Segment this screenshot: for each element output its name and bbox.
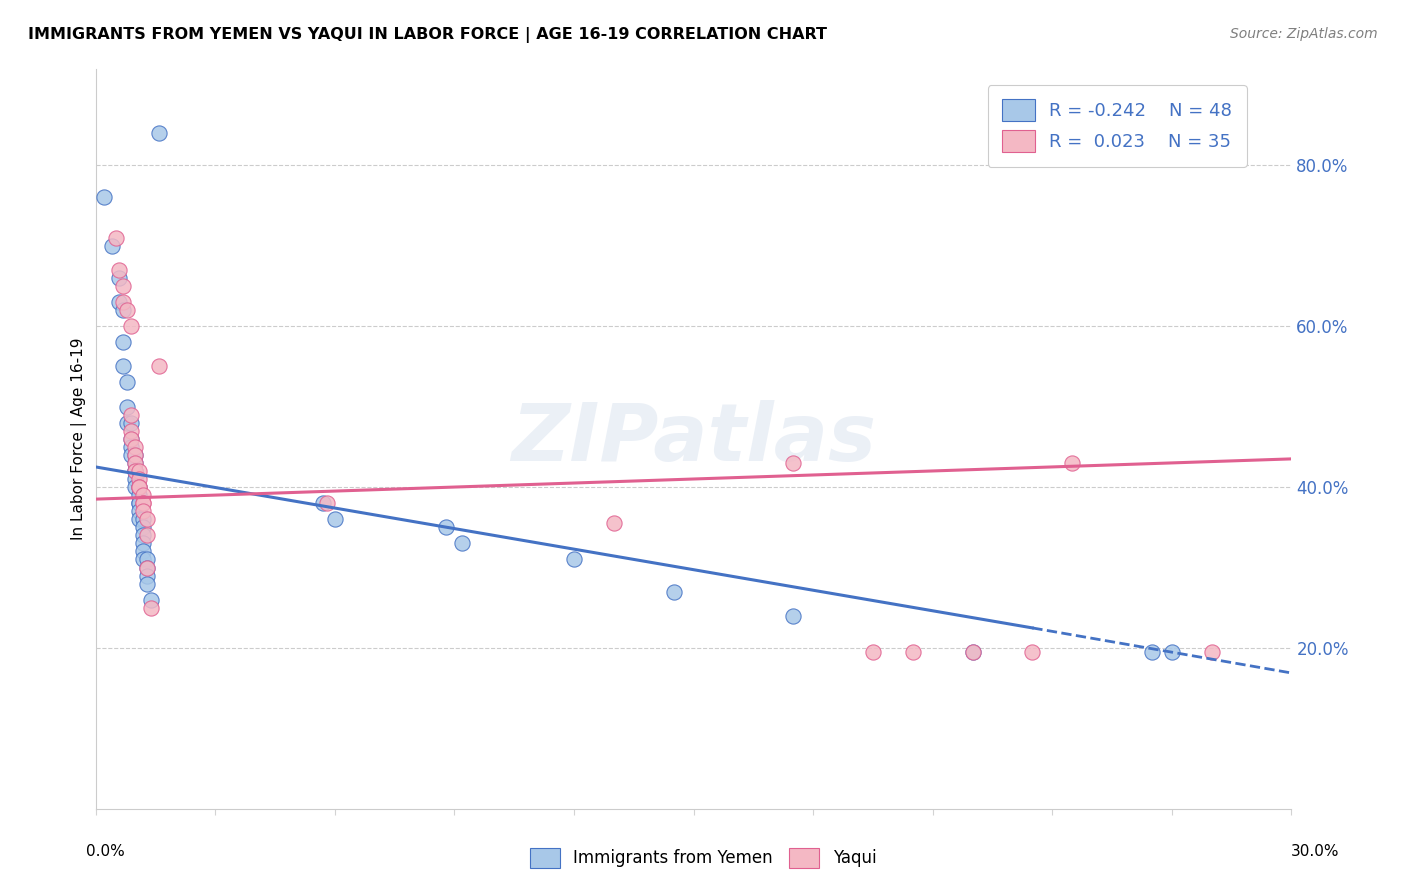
Point [124, 464, 146, 478]
Point [124, 448, 146, 462]
Point [141, 600, 163, 615]
Point [315, 496, 337, 510]
Point [1062, 456, 1084, 470]
Point [451, 536, 474, 550]
Point [100, 238, 122, 252]
Point [120, 440, 142, 454]
Point [124, 464, 146, 478]
Legend: Immigrants from Yemen, Yaqui: Immigrants from Yemen, Yaqui [523, 841, 883, 875]
Point [112, 359, 135, 374]
Point [120, 424, 142, 438]
Point [132, 536, 155, 550]
Point [124, 480, 146, 494]
Point [112, 294, 135, 309]
Point [136, 568, 159, 582]
Point [1201, 645, 1223, 659]
Point [128, 480, 150, 494]
Point [782, 608, 804, 623]
Point [124, 472, 146, 486]
Point [132, 496, 155, 510]
Point [128, 472, 150, 486]
Point [1140, 645, 1163, 659]
Point [148, 359, 170, 374]
Point [124, 440, 146, 454]
Point [120, 408, 142, 422]
Point [112, 335, 135, 350]
Point [132, 528, 155, 542]
Point [141, 592, 163, 607]
Point [132, 552, 155, 566]
Point [132, 544, 155, 558]
Point [136, 576, 159, 591]
Point [662, 584, 685, 599]
Point [128, 496, 150, 510]
Point [132, 512, 155, 526]
Point [117, 376, 139, 390]
Point [108, 294, 131, 309]
Point [128, 512, 150, 526]
Point [128, 504, 150, 518]
Point [120, 432, 142, 446]
Point [128, 480, 150, 494]
Point [312, 496, 335, 510]
Point [136, 560, 159, 574]
Point [104, 230, 127, 244]
Point [120, 448, 142, 462]
Point [136, 552, 159, 566]
Text: ZIPatlas: ZIPatlas [510, 400, 876, 478]
Point [562, 552, 585, 566]
Point [128, 488, 150, 502]
Text: IMMIGRANTS FROM YEMEN VS YAQUI IN LABOR FORCE | AGE 16-19 CORRELATION CHART: IMMIGRANTS FROM YEMEN VS YAQUI IN LABOR … [28, 27, 827, 43]
Point [962, 645, 984, 659]
Point [862, 645, 884, 659]
Point [93, 190, 115, 204]
Point [117, 303, 139, 318]
Point [120, 432, 142, 446]
Point [782, 456, 804, 470]
Point [128, 464, 150, 478]
Point [128, 480, 150, 494]
Point [132, 488, 155, 502]
Point [136, 512, 159, 526]
Point [603, 516, 626, 531]
Point [901, 645, 924, 659]
Point [1160, 645, 1182, 659]
Text: 0.0%: 0.0% [86, 845, 125, 859]
Point [108, 270, 131, 285]
Point [1021, 645, 1043, 659]
Point [124, 456, 146, 470]
Point [124, 464, 146, 478]
Point [434, 520, 457, 534]
Point [323, 512, 346, 526]
Point [962, 645, 984, 659]
Point [148, 126, 170, 140]
Point [132, 496, 155, 510]
Point [117, 400, 139, 414]
Point [108, 262, 131, 277]
Y-axis label: In Labor Force | Age 16-19: In Labor Force | Age 16-19 [72, 337, 87, 540]
Point [124, 456, 146, 470]
Point [112, 303, 135, 318]
Point [124, 448, 146, 462]
Point [120, 319, 142, 334]
Point [117, 416, 139, 430]
Legend: R = -0.242    N = 48, R =  0.023    N = 35: R = -0.242 N = 48, R = 0.023 N = 35 [988, 85, 1247, 167]
Point [132, 520, 155, 534]
Point [136, 528, 159, 542]
Text: 30.0%: 30.0% [1291, 845, 1339, 859]
Text: Source: ZipAtlas.com: Source: ZipAtlas.com [1230, 27, 1378, 41]
Point [120, 416, 142, 430]
Point [132, 504, 155, 518]
Point [112, 278, 135, 293]
Point [128, 496, 150, 510]
Point [136, 560, 159, 574]
